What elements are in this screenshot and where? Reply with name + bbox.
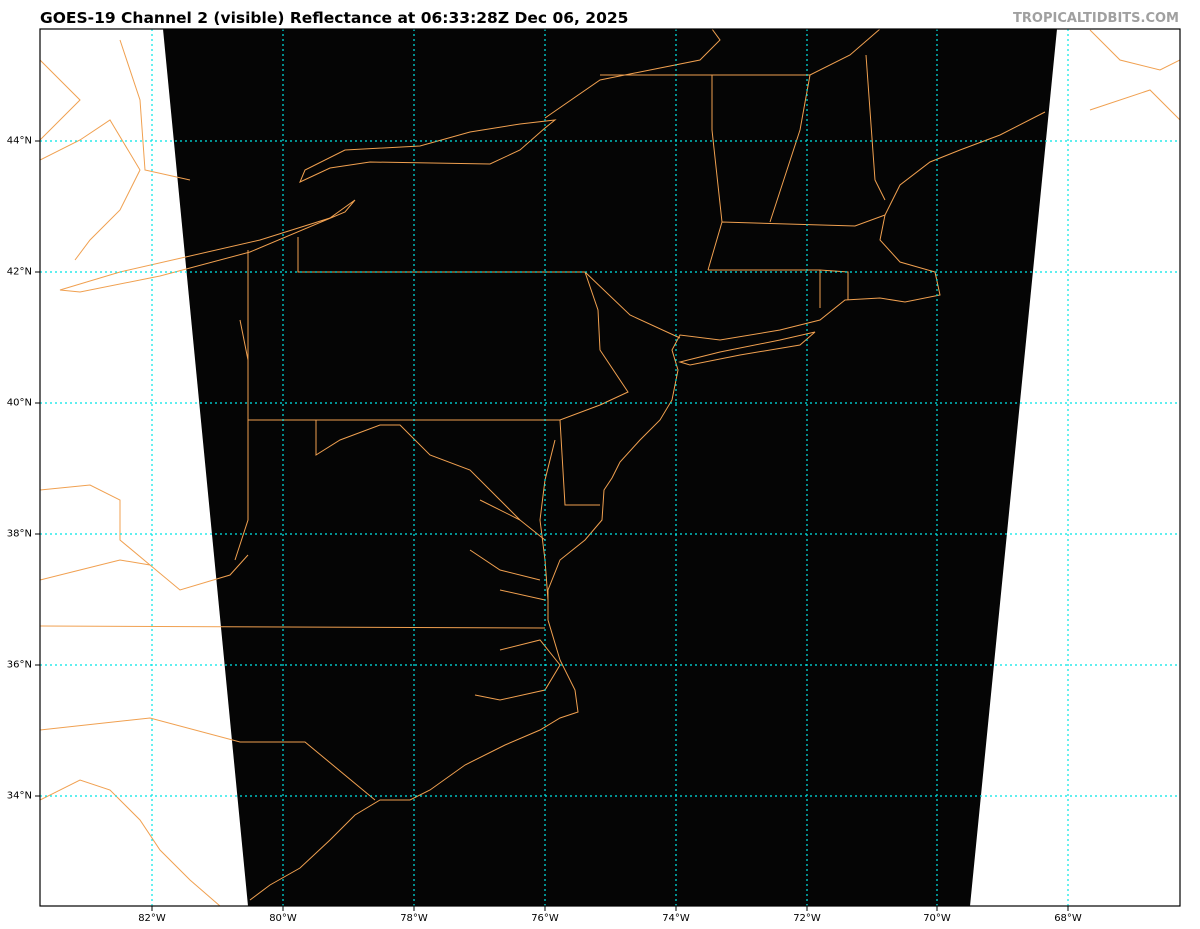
lon-label: 70°W [923, 913, 951, 924]
lat-label: 42°N [6, 266, 32, 278]
map-title: GOES-19 Channel 2 (visible) Reflectance … [40, 9, 629, 27]
lat-label: 40°N [6, 397, 32, 409]
tick-marks [35, 140, 1069, 911]
east-coast [249, 111, 1046, 901]
lon-label: 74°W [662, 913, 690, 924]
nc-va-border [40, 625, 546, 629]
satellite-swath [163, 29, 1057, 906]
lat-label: 34°N [6, 790, 32, 802]
gridlines [40, 29, 1180, 906]
map-frame [39, 28, 1181, 907]
lon-label: 72°W [793, 913, 821, 924]
lake-erie [59, 199, 356, 293]
lat-label: 36°N [6, 659, 32, 671]
site-credit: TROPICALTIDBITS.COM [1013, 11, 1179, 26]
lat-label: 38°N [6, 528, 32, 540]
coastlines-borders [40, 29, 1180, 906]
lon-label: 68°W [1054, 913, 1082, 924]
lon-label: 78°W [400, 913, 428, 924]
lon-label: 76°W [531, 913, 559, 924]
lon-label: 80°W [269, 913, 297, 924]
long-island [678, 331, 816, 366]
lat-label: 44°N [6, 135, 32, 147]
lon-label: 82°W [138, 913, 166, 924]
lake-ontario [299, 119, 557, 183]
